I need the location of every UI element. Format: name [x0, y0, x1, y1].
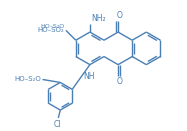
Text: HO–SO₂: HO–SO₂	[37, 27, 64, 33]
Text: O: O	[116, 77, 122, 86]
Text: NH: NH	[83, 72, 95, 81]
Text: HO–S₂O: HO–S₂O	[41, 24, 65, 29]
Text: NH₂: NH₂	[91, 14, 105, 23]
Text: O: O	[116, 11, 122, 20]
Text: Cl: Cl	[53, 120, 61, 129]
Text: HO–S₂O: HO–S₂O	[15, 77, 42, 83]
